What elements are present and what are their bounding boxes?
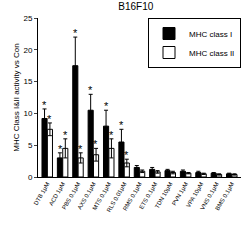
svg-text:*: * (124, 149, 129, 161)
svg-text:*: * (58, 143, 63, 155)
svg-text:*: * (88, 84, 93, 96)
svg-text:BMS 0.1μM: BMS 0.1μM (214, 181, 235, 211)
svg-text:RLS 0.01μM: RLS 0.01μM (106, 181, 128, 213)
svg-text:VPA 10μM: VPA 10μM (185, 181, 204, 208)
svg-text:MHC class I: MHC class I (189, 30, 232, 39)
svg-text:DTB 1μM: DTB 1μM (33, 181, 51, 206)
svg-text:25: 25 (23, 14, 32, 23)
svg-text:*: * (73, 27, 78, 39)
svg-text:PBS 0.1μM: PBS 0.1μM (61, 181, 81, 210)
svg-text:MHC Class I&II activity vs Con: MHC Class I&II activity vs Con (12, 43, 21, 151)
svg-text:VNS 0.1μM: VNS 0.1μM (199, 181, 220, 211)
svg-text:*: * (104, 100, 109, 112)
svg-text:B16F10: B16F10 (118, 1, 153, 12)
svg-text:0: 0 (28, 173, 33, 182)
svg-text:*: * (78, 143, 83, 155)
svg-text:TDN 10μM: TDN 10μM (154, 181, 174, 209)
svg-text:MHC class II: MHC class II (189, 49, 234, 58)
svg-text:MTS 0.1μM: MTS 0.1μM (91, 181, 112, 211)
svg-text:15: 15 (23, 77, 32, 86)
svg-text:*: * (119, 119, 124, 131)
svg-text:*: * (63, 129, 68, 141)
svg-text:*: * (109, 129, 114, 141)
svg-text:*: * (42, 99, 47, 111)
svg-text:ACD 1μM: ACD 1μM (48, 181, 66, 207)
svg-text:AXS 0.1μM: AXS 0.1μM (76, 181, 96, 210)
svg-text:20: 20 (23, 46, 32, 55)
svg-text:PVN 1μM: PVN 1μM (171, 181, 189, 206)
svg-text:10: 10 (23, 109, 32, 118)
svg-text:RMS 0.1μM: RMS 0.1μM (122, 181, 143, 212)
svg-text:5: 5 (28, 141, 33, 150)
svg-text:*: * (93, 138, 98, 150)
svg-text:*: * (47, 113, 52, 125)
svg-text:ETS 0.1μM: ETS 0.1μM (138, 181, 158, 210)
